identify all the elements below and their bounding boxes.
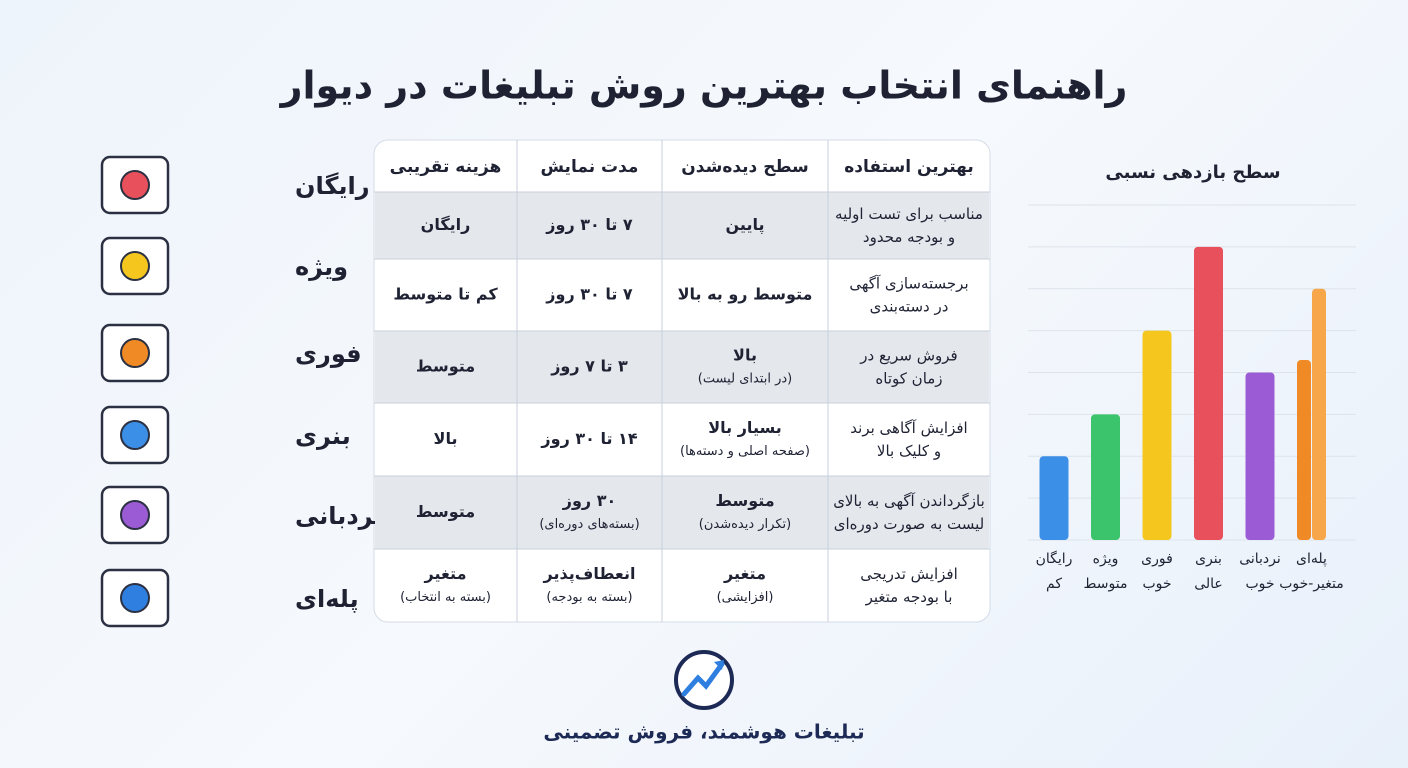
bar	[1142, 330, 1172, 540]
table-header: مدت نمایش	[541, 157, 639, 177]
table-cell: متغیر	[424, 564, 467, 583]
table-cell: (صفحه اصلی و دسته‌ها)	[680, 444, 810, 459]
table-cell: لیست به صورت دوره‌ای	[834, 515, 985, 533]
type-label: ویژه	[295, 253, 348, 281]
table-cell: متوسط	[715, 491, 774, 510]
table-cell: و کلیک بالا	[877, 442, 941, 460]
table-header: بهترین استفاده	[844, 157, 974, 177]
table-cell: ۳۰ روز	[562, 491, 616, 510]
table-cell: ۷ تا ۳۰ روز	[545, 285, 633, 304]
category-label: پله‌ای	[1296, 551, 1327, 567]
row-band	[375, 331, 989, 403]
type-label: پله‌ای	[295, 585, 359, 613]
footer-logo	[674, 650, 734, 710]
row-band	[375, 476, 989, 549]
table-cell: در دسته‌بندی	[870, 298, 949, 316]
bar	[1194, 246, 1223, 540]
table-cell: مناسب برای تست اولیه	[835, 205, 983, 223]
table-cell: و بودجه محدود	[863, 228, 955, 246]
table-cell: افزایش آگاهی برند	[850, 419, 967, 437]
table-cell: (بسته‌های دوره‌ای)	[539, 517, 639, 532]
category-label: بنری	[1195, 551, 1222, 567]
table-cell: متغیر	[723, 564, 766, 583]
table-cell: ۱۴ تا ۳۰ روز	[540, 429, 637, 448]
table-cell: متوسط	[416, 357, 475, 376]
level-label: عالی	[1194, 576, 1223, 592]
table-cell: ۳ تا ۷ روز	[550, 357, 628, 376]
table-header: سطح دیده‌شدن	[681, 157, 808, 177]
category-label: رایگان	[1036, 550, 1073, 567]
type-icon-accent	[120, 420, 150, 450]
type-label: رایگان	[295, 172, 370, 200]
bar	[1312, 288, 1326, 540]
bar	[1245, 372, 1275, 540]
table-cell: زمان کوتاه	[875, 370, 942, 388]
table-cell: فروش سریع در	[859, 347, 957, 365]
table-cell: بالا	[434, 429, 458, 448]
table-cell: (تکرار دیده‌شدن)	[699, 517, 791, 532]
table-cell: متوسط رو به بالا	[678, 285, 813, 304]
row-band	[375, 192, 989, 259]
page-title: راهنمای انتخاب بهترین روش تبلیغات در دیو…	[279, 64, 1128, 109]
bar	[1091, 414, 1120, 540]
chart-title: سطح بازدهی نسبی	[1105, 162, 1280, 183]
type-label: نردبانی	[295, 502, 383, 530]
table-cell: (افزایشی)	[717, 590, 774, 605]
table-cell: افزایش تدریجی	[860, 565, 958, 583]
table-cell: (بسته به انتخاب)	[400, 590, 491, 605]
type-icon-accent	[120, 251, 150, 281]
type-icon-accent	[120, 583, 150, 613]
level-label: کم	[1046, 576, 1062, 592]
level-label: متوسط	[1084, 576, 1128, 592]
type-label: بنری	[295, 422, 351, 450]
table-cell: متوسط	[416, 502, 475, 521]
category-label: فوری	[1141, 551, 1173, 567]
table-cell: ۷ تا ۳۰ روز	[545, 215, 633, 234]
tagline: تبلیغات هوشمند، فروش تضمینی	[543, 720, 864, 744]
table-cell: بالا	[733, 346, 757, 365]
table-cell: پایین	[726, 215, 765, 235]
table-cell: انعطاف‌پذیر	[543, 564, 636, 584]
category-label: ویژه	[1093, 551, 1119, 567]
category-label: نردبانی	[1239, 551, 1281, 567]
table-cell: رایگان	[421, 215, 471, 234]
bar	[1039, 456, 1069, 540]
type-label: فوری	[295, 340, 362, 368]
table-cell: برجسته‌سازی آگهی	[849, 275, 968, 293]
table-cell: با بودجه متغیر	[865, 588, 953, 606]
table-cell: کم تا متوسط	[393, 285, 498, 304]
table-cell: بازگرداندن آگهی به بالای	[833, 492, 985, 510]
table-cell: بسیار بالا	[708, 418, 782, 437]
table-cell: (در ابتدای لیست)	[698, 372, 793, 387]
type-icon-accent	[120, 170, 150, 200]
level-label: متغیر-خوب	[1279, 576, 1344, 592]
table-cell: (بسته به بودجه)	[546, 590, 632, 605]
type-icon-accent	[120, 338, 150, 368]
type-icon-accent	[120, 500, 150, 530]
level-label: خوب	[1245, 576, 1274, 592]
level-label: خوب	[1142, 576, 1171, 592]
bar	[1297, 359, 1311, 540]
table-header: هزینه تقریبی	[390, 157, 502, 177]
